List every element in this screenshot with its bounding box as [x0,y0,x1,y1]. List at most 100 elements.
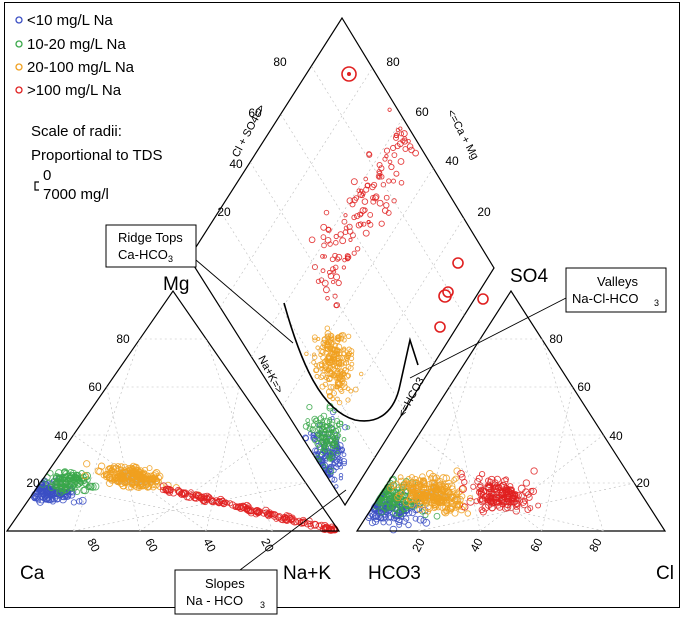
annotation-ridge-line1: Ridge Tops [118,230,183,245]
series-3-diamond-point [335,384,340,389]
tick-so4-20: 20 [636,476,650,490]
series-3-diamond-point [339,388,345,394]
series-4-diamond-point [358,211,364,217]
anion-gridline [418,434,542,532]
series-4-cation-point [290,517,299,526]
series-3-diamond-point [342,361,347,366]
series-3-cation-point [132,466,140,474]
series-1-cation-point [78,496,87,505]
tick-cl-60: 60 [527,536,546,555]
series-3-diamond-point [330,363,335,369]
diamond-gridline [251,117,404,357]
series-4-anion-point [520,500,529,509]
series-4-diamond-point [334,256,341,262]
diagram-structure-layer: 80 60 40 20 20 40 60 80 20 40 60 80 20 40 60 80 20 40 60 80… [5,16,667,571]
series-3-anion-point [464,510,472,517]
series-3-diamond-point [321,342,328,349]
series-3-anion-point [442,504,450,512]
series-3-diamond-point [318,348,325,355]
series-4-diamond-point [358,188,364,193]
series-2-diamond-point [311,415,319,423]
series-3-diamond-point [326,392,333,399]
series-3-anion-point [452,496,461,505]
series-3-diamond-point [322,363,329,370]
series-3-diamond-point [327,346,334,352]
series-3-diamond-point [336,337,341,342]
series-4-anion-point [525,494,533,501]
series-2-anion-point [378,498,386,506]
diamond-gridline [311,65,465,316]
series-3-cation-point [81,472,89,480]
annotation-valleys-line1: Valleys [597,274,638,289]
series-3-diamond-point [304,351,309,357]
series-3-diamond-point [339,336,345,342]
series-4-cation-point [252,508,259,515]
series-3-diamond-point [352,386,359,393]
series-1-anion-point [372,514,381,523]
series-3-anion-point [389,482,397,489]
annotation-valleys-sub: 3 [654,298,659,308]
series-2-diamond-point [323,447,329,453]
series-4-diamond-point [350,178,358,186]
series-4-diamond-point [360,191,366,197]
series-4-diamond-point [370,198,377,205]
diamond-gridline [280,113,435,363]
series-4-diamond-point [385,209,392,216]
series-2-diamond-point [326,418,333,425]
tick-cl-40: 40 [467,536,486,555]
series-2-anion-point [397,506,404,514]
series-4-anion-point [499,489,506,496]
series-4-diamond-point [402,146,409,152]
series-4-anion-point [494,484,501,491]
series-3-diamond-point [314,373,320,379]
series-2-diamond-point [322,435,328,441]
series-4-diamond-point [346,223,353,230]
series-4-cation-point [228,501,237,509]
series-2-diamond-point [314,440,321,447]
tick-clso4-60: 60 [248,106,262,120]
series-3-anion-point [441,508,450,517]
series-4-diamond-point [406,143,414,150]
series-2-diamond-point [319,449,326,456]
series-4-anion-point [511,495,519,503]
scale-bracket [34,181,39,191]
series-4-anion-point [478,470,486,478]
series-4-diamond-point [355,222,363,229]
series-4-cation-point [273,516,280,522]
series-3-diamond-point [320,354,327,361]
series-4-diamond-point [320,254,325,259]
series-2-cation-point [47,483,55,492]
legend-entry-1: <10 mg/L Na [27,12,113,29]
series-2-cation-point [55,475,63,483]
series-4-diamond-point [347,228,354,235]
series-4-anion-point [487,475,496,484]
series-4-diamond-point [357,191,364,198]
series-4-anion-point [499,481,507,490]
series-2-cation-point [66,472,74,480]
tick-ca-40: 40 [200,536,219,555]
series-4-anion-point [493,475,502,484]
series-4-anion-point [461,478,468,486]
tick-cl-20: 20 [409,536,428,555]
series-3-anion-point [399,490,405,496]
series-3-diamond-point [324,341,331,348]
series-4-cation-point [266,511,273,518]
series-3-diamond-point [335,367,340,373]
series-2-diamond-point [341,436,347,442]
series-3-cation-point [155,474,162,481]
series-2-diamond-point [321,444,327,450]
tick-cl-80: 80 [586,536,605,555]
legend-entry-3: 20-100 mg/L Na [27,59,135,76]
series-2-diamond-point [327,437,334,445]
series-3-anion-point [397,474,404,481]
legend-entry-4: >100 mg/L Na [27,82,122,99]
corner-label-hco3: HCO3 [368,563,421,584]
series-2-diamond-point [335,427,342,433]
corner-label-cl: Cl [656,563,674,584]
series-2-diamond-point [345,425,351,430]
series-3-cation-point [115,465,122,473]
tick-clso4-80: 80 [273,55,287,69]
series-2-cation-point [70,481,77,489]
series-4-anion-point [518,492,526,499]
series-4-diamond-point [351,250,357,256]
